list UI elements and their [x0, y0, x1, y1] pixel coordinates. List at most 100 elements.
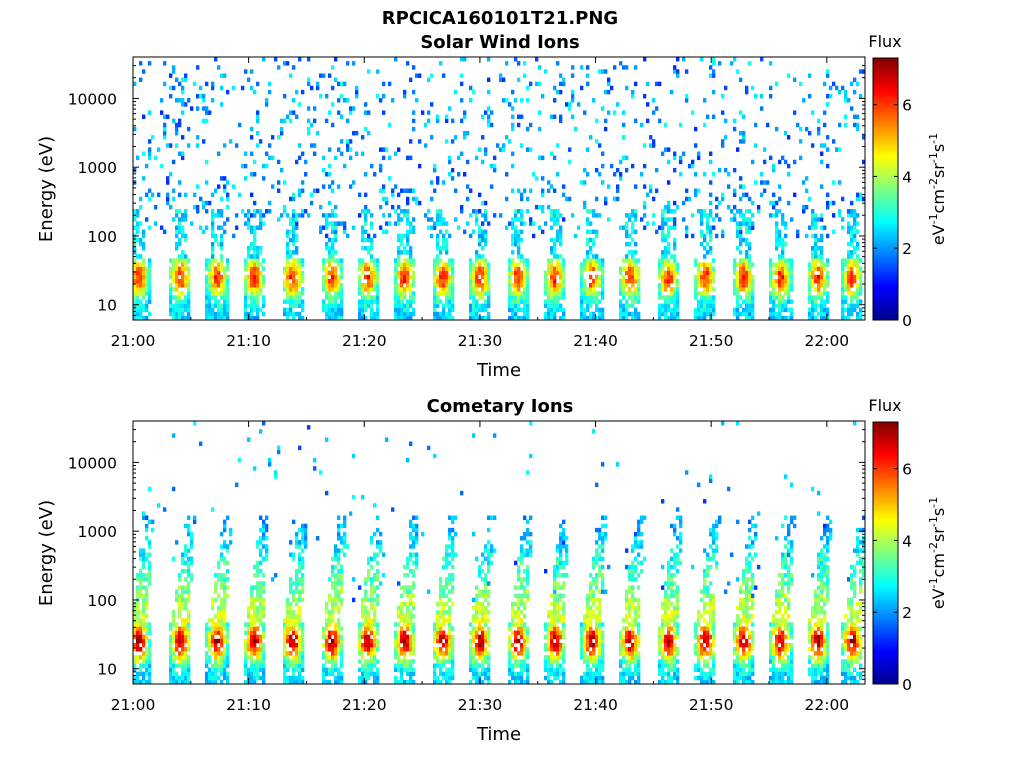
- spectrogram-cell: [328, 614, 332, 619]
- spectrogram-cell: [361, 494, 365, 500]
- spectrogram-cell: [373, 270, 377, 276]
- spectrogram-cell: [748, 303, 752, 309]
- spectrogram-cell: [775, 213, 779, 218]
- spectrogram-cell: [220, 315, 224, 321]
- spectrogram-cell: [394, 303, 398, 309]
- spectrogram-cell: [397, 204, 401, 210]
- spectrogram-cell: [217, 638, 221, 644]
- spectrogram-cell: [697, 274, 701, 280]
- spectrogram-cell: [697, 188, 701, 193]
- spectrogram-cell: [556, 89, 560, 95]
- spectrogram-cell: [298, 560, 302, 566]
- spectrogram-cell: [262, 573, 266, 578]
- spectrogram-cell: [697, 278, 701, 284]
- spectrogram-cell: [448, 307, 452, 313]
- spectrogram-cell: [667, 307, 671, 313]
- spectrogram-cell: [484, 283, 488, 288]
- spectrogram-cell: [337, 638, 341, 644]
- spectrogram-cell: [289, 589, 293, 594]
- colorbar-tick: 6: [873, 97, 912, 115]
- spectrogram-cell: [412, 626, 416, 631]
- spectrogram-cell: [256, 110, 260, 115]
- spectrogram-cell: [451, 663, 455, 668]
- spectrogram-cell: [853, 237, 857, 243]
- spectrogram-cell: [256, 307, 260, 313]
- spectrogram-cell: [442, 266, 446, 272]
- spectrogram-cell: [250, 69, 254, 74]
- spectrogram-cell: [553, 85, 557, 91]
- spectrogram-cell: [319, 93, 323, 99]
- spectrogram-cell: [337, 147, 341, 152]
- spectrogram-cell: [214, 295, 218, 300]
- spectrogram-cell: [703, 278, 707, 284]
- spectrogram-cell: [484, 110, 488, 115]
- spectrogram-cell: [136, 225, 140, 230]
- spectrogram-cell: [244, 630, 248, 636]
- spectrogram-cell: [721, 196, 725, 202]
- spectrogram-cell: [289, 303, 293, 309]
- spectrogram-cell: [448, 159, 452, 165]
- spectrogram-cell: [214, 213, 218, 218]
- spectrogram-cell: [706, 114, 710, 119]
- spectrogram-cell: [709, 307, 713, 313]
- spectrogram-cell: [367, 299, 371, 304]
- spectrogram-cell: [814, 266, 818, 272]
- spectrogram-cell: [439, 217, 443, 222]
- spectrogram-cell: [478, 237, 482, 243]
- spectrogram-cell: [781, 278, 785, 284]
- spectrogram-cell: [712, 299, 716, 304]
- spectrogram-cell: [142, 655, 146, 660]
- spectrogram-cell: [187, 659, 191, 664]
- spectrogram-cell: [526, 266, 530, 272]
- spectrogram-cell: [412, 552, 416, 557]
- spectrogram-cell: [226, 548, 230, 553]
- spectrogram-cell: [439, 229, 443, 235]
- spectrogram-cell: [739, 196, 743, 202]
- spectrogram-cell: [139, 577, 143, 582]
- spectrogram-cell: [433, 262, 437, 267]
- spectrogram-cell: [412, 540, 416, 545]
- spectrogram-cell: [277, 217, 281, 222]
- spectrogram-cell: [748, 270, 752, 276]
- spectrogram-cell: [745, 307, 749, 313]
- spectrogram-cell: [706, 217, 710, 222]
- spectrogram-cell: [673, 167, 677, 173]
- spectrogram-cell: [397, 614, 401, 619]
- spectrogram-cell: [406, 564, 410, 570]
- spectrogram-cell: [334, 315, 338, 321]
- spectrogram-cell: [481, 237, 485, 243]
- spectrogram-cell: [751, 200, 755, 206]
- spectrogram-cell: [586, 303, 590, 309]
- spectrogram-cell: [847, 307, 851, 313]
- spectrogram-cell: [298, 626, 302, 631]
- spectrogram-cell: [220, 291, 224, 296]
- spectrogram-cell: [211, 266, 215, 272]
- spectrogram-cell: [775, 266, 779, 272]
- spectrogram-cell: [652, 110, 656, 115]
- spectrogram-cell: [277, 135, 281, 140]
- spectrogram-cell: [778, 184, 782, 189]
- spectrogram-cell: [745, 250, 749, 255]
- spectrogram-cell: [175, 311, 179, 317]
- spectrogram-cell: [337, 552, 341, 557]
- spectrogram-cell: [205, 180, 209, 185]
- spectrogram-cell: [451, 270, 455, 276]
- spectrogram-cell: [619, 287, 623, 292]
- spectrogram-cell: [286, 229, 290, 235]
- spectrogram-cell: [697, 311, 701, 317]
- spectrogram-cell: [433, 287, 437, 292]
- spectrogram-cell: [187, 663, 191, 668]
- spectrogram-cell: [286, 250, 290, 255]
- spectrogram-cell: [673, 299, 677, 304]
- spectrogram-cell: [664, 307, 668, 313]
- spectrogram-cell: [184, 303, 188, 309]
- spectrogram-cell: [784, 262, 788, 267]
- spectrogram-cell: [643, 204, 647, 210]
- spectrogram-cell: [223, 221, 227, 226]
- spectrogram-cell: [529, 122, 533, 128]
- spectrogram-cell: [394, 675, 398, 681]
- spectrogram-cell: [265, 556, 269, 562]
- spectrogram-cell: [586, 147, 590, 152]
- spectrogram-cell: [628, 217, 632, 222]
- spectrogram-cell: [817, 283, 821, 288]
